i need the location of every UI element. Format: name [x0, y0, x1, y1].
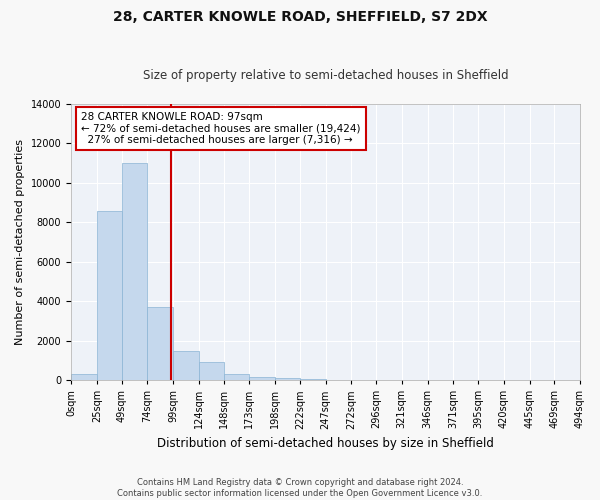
- Y-axis label: Number of semi-detached properties: Number of semi-detached properties: [15, 139, 25, 345]
- Text: Contains HM Land Registry data © Crown copyright and database right 2024.
Contai: Contains HM Land Registry data © Crown c…: [118, 478, 482, 498]
- Bar: [173, 350, 199, 380]
- Bar: [147, 307, 173, 380]
- Title: Size of property relative to semi-detached houses in Sheffield: Size of property relative to semi-detach…: [143, 69, 508, 82]
- X-axis label: Distribution of semi-detached houses by size in Sheffield: Distribution of semi-detached houses by …: [157, 437, 494, 450]
- Text: 28 CARTER KNOWLE ROAD: 97sqm
← 72% of semi-detached houses are smaller (19,424)
: 28 CARTER KNOWLE ROAD: 97sqm ← 72% of se…: [82, 112, 361, 145]
- Bar: [71, 374, 97, 380]
- Bar: [300, 379, 326, 380]
- Text: 28, CARTER KNOWLE ROAD, SHEFFIELD, S7 2DX: 28, CARTER KNOWLE ROAD, SHEFFIELD, S7 2D…: [113, 10, 487, 24]
- Bar: [97, 210, 122, 380]
- Bar: [249, 377, 275, 380]
- Bar: [224, 374, 249, 380]
- Bar: [122, 163, 147, 380]
- Bar: [199, 362, 224, 380]
- Bar: [275, 378, 300, 380]
